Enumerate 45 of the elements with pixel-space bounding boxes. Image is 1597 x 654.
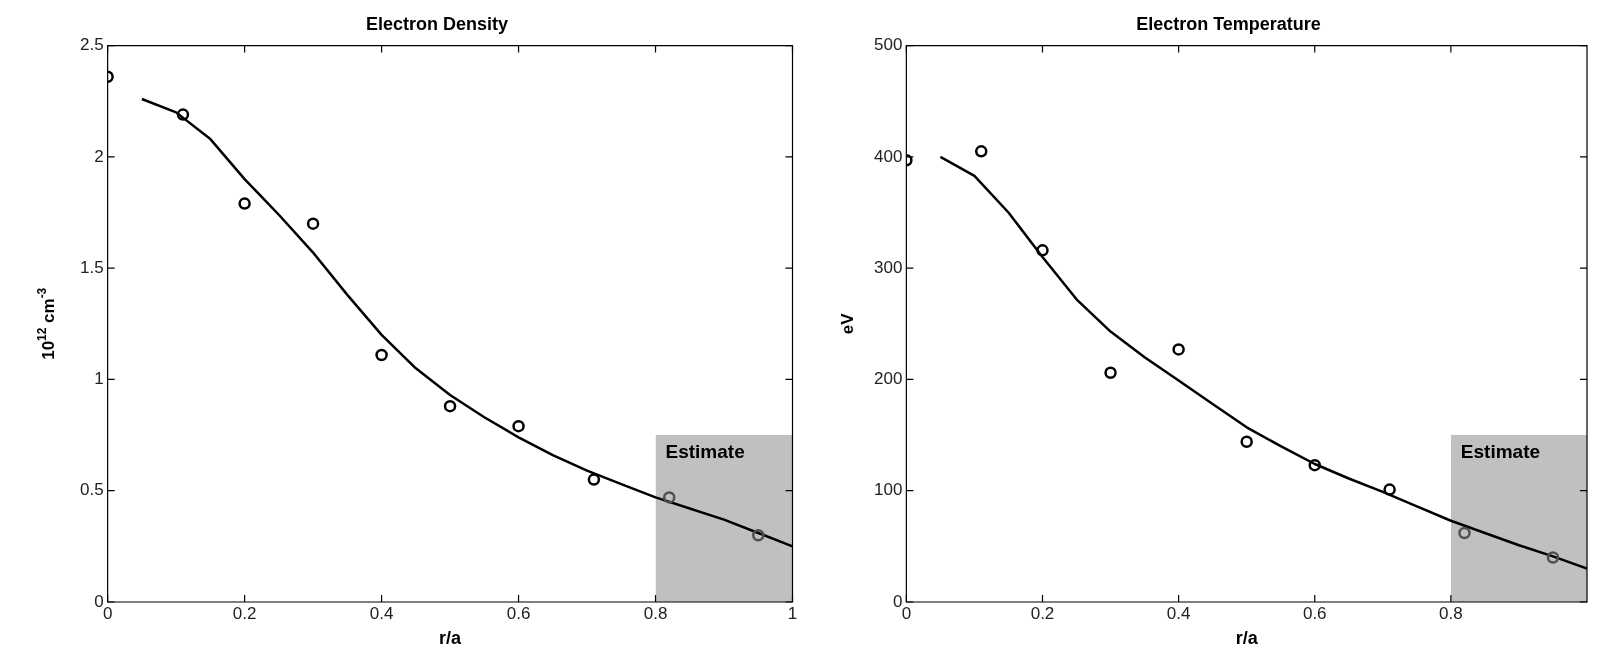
- y-tick-label: 300: [873, 257, 903, 277]
- y-axis-title: 1012 cm-3: [35, 287, 59, 360]
- point: [306, 217, 320, 230]
- point: [1036, 244, 1049, 257]
- x-tick-label: 0.2: [1030, 603, 1055, 623]
- point: [1308, 458, 1321, 472]
- y-tick-label: 0.5: [79, 480, 104, 500]
- point: [662, 491, 676, 504]
- point: [1546, 551, 1560, 564]
- point: [443, 399, 457, 413]
- x-tick-label: 0.2: [232, 603, 257, 623]
- point: [1458, 526, 1471, 540]
- y-tick-label: 200: [873, 369, 903, 389]
- point: [176, 108, 190, 121]
- point: [1240, 435, 1253, 449]
- point: [752, 528, 765, 542]
- point: [1104, 366, 1117, 380]
- x-axis-title: r/a: [1235, 628, 1259, 649]
- series-label: Estimate: [1460, 440, 1541, 462]
- x-tick-label: 0.6: [506, 603, 531, 623]
- chart-title: Electron Temperature: [1136, 13, 1321, 34]
- point: [238, 197, 251, 210]
- y-tick-label: 1.5: [79, 257, 104, 277]
- y-axis-title: eV: [838, 312, 858, 335]
- y-tick-label: 1: [94, 369, 104, 389]
- series-label: Estimate: [665, 440, 745, 462]
- point: [974, 145, 988, 158]
- point: [375, 348, 388, 362]
- x-tick-label: 0.8: [1439, 603, 1463, 623]
- x-tick-label: 0.8: [643, 603, 668, 623]
- y-tick-label: 100: [873, 480, 903, 500]
- y-tick-label: 2.5: [79, 35, 104, 55]
- y-tick-label: 500: [873, 35, 903, 55]
- x-tick-label: 0.4: [369, 603, 394, 623]
- y-tick-label: 400: [873, 146, 903, 166]
- point: [587, 473, 601, 486]
- point: [512, 419, 525, 433]
- point: [1383, 483, 1396, 496]
- chart-title: Electron Density: [365, 13, 509, 34]
- x-tick-label: 0.4: [1166, 603, 1191, 623]
- x-axis-title: r/a: [439, 628, 463, 649]
- x-tick-label: 0.6: [1302, 603, 1327, 623]
- point: [1172, 343, 1185, 356]
- x-tick-label: 1: [787, 603, 798, 623]
- y-tick-label: 2: [94, 146, 104, 166]
